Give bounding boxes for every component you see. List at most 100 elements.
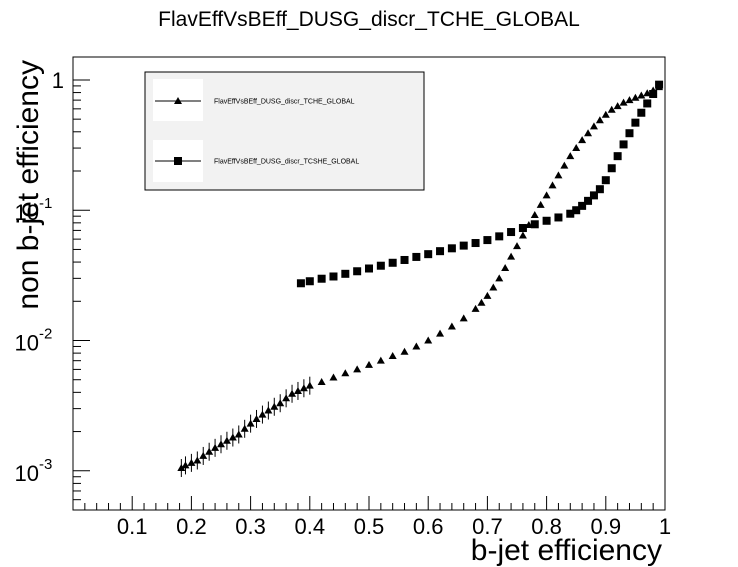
y-tick-label-exponent: -1 — [39, 195, 52, 212]
data-point-triangle — [353, 365, 362, 373]
y-tick-label-exponent: -2 — [39, 326, 52, 343]
x-tick-label: 0.8 — [531, 514, 562, 539]
data-point-triangle — [181, 461, 190, 469]
data-point-triangle — [613, 102, 622, 110]
data-point-triangle — [459, 314, 468, 322]
data-point-triangle — [513, 242, 521, 250]
data-point-triangle — [205, 447, 214, 455]
x-tick-label: 0.9 — [591, 514, 622, 539]
data-point-triangle — [270, 402, 279, 410]
data-point-square — [518, 224, 527, 233]
data-point-triangle — [530, 210, 539, 218]
data-point-square — [447, 244, 456, 253]
data-point-triangle — [536, 200, 545, 208]
data-point-triangle — [589, 122, 598, 130]
x-tick-label: 0.2 — [176, 514, 207, 539]
data-point-triangle — [584, 129, 593, 137]
data-point-triangle — [276, 399, 285, 407]
data-point-triangle — [282, 394, 291, 402]
data-point-triangle — [365, 360, 373, 368]
data-point-triangle — [471, 304, 480, 312]
data-point-square — [631, 118, 640, 127]
legend-triangle-marker — [174, 97, 182, 104]
data-point-triangle — [554, 171, 563, 179]
data-point-square — [495, 232, 504, 241]
data-series — [177, 80, 664, 478]
data-point-triangle — [293, 386, 302, 394]
data-point-square — [625, 129, 634, 138]
data-point-triangle — [199, 451, 208, 459]
data-point-square — [305, 277, 314, 286]
x-tick-label: 0.3 — [235, 514, 266, 539]
x-tick-label: 1 — [659, 514, 671, 539]
data-point-triangle — [258, 410, 267, 418]
data-point-square — [341, 269, 350, 278]
data-point-triangle — [317, 378, 326, 386]
data-point-triangle — [436, 329, 445, 337]
data-point-square — [643, 99, 652, 108]
data-point-square — [376, 261, 385, 270]
data-point-triangle — [228, 433, 237, 441]
data-point-triangle — [607, 105, 616, 113]
data-point-triangle — [566, 152, 575, 160]
data-point-triangle — [483, 291, 492, 299]
data-point-square — [400, 255, 409, 264]
data-point-triangle — [477, 298, 486, 306]
x-tick-label: 0.7 — [472, 514, 503, 539]
legend-label-2: FlavEffVsBEff_DUSG_discr_TCSHE_GLOBAL — [214, 159, 359, 166]
data-point-triangle — [507, 252, 516, 260]
x-tick-label: 0.1 — [117, 514, 148, 539]
chart-title: FlavEffVsBEff_DUSG_discr_TCHE_GLOBAL — [158, 8, 580, 31]
axis-ticks — [73, 79, 666, 511]
data-point-square — [483, 236, 492, 245]
data-point-triangle — [388, 352, 397, 360]
data-point-square — [637, 108, 646, 117]
data-point-square — [507, 228, 516, 237]
data-point-square — [412, 252, 421, 261]
data-point-square — [388, 258, 397, 267]
data-point-triangle — [252, 414, 261, 422]
data-point-square — [607, 164, 616, 173]
data-point-triangle — [329, 373, 338, 381]
data-point-triangle — [548, 181, 557, 189]
data-point-triangle — [489, 283, 498, 291]
data-point-triangle — [222, 436, 231, 444]
data-point-triangle — [376, 356, 385, 364]
data-point-square — [584, 196, 593, 205]
data-point-triangle — [518, 231, 527, 239]
data-point-square — [595, 185, 604, 194]
legend-square-marker — [174, 157, 182, 165]
data-point-triangle — [542, 191, 551, 199]
data-point-square — [459, 241, 468, 250]
data-point-square — [365, 264, 373, 273]
data-point-square — [554, 213, 563, 222]
y-tick-label-base: 10 — [15, 461, 39, 486]
tick-labels: 0.1 0.2 0.3 0.4 0.5 0.6 0.7 0.8 0.9 110-310-210-1… — [15, 68, 672, 539]
data-point-triangle — [211, 443, 220, 451]
data-point-square — [589, 191, 598, 200]
data-point-triangle — [447, 322, 456, 330]
y-tick-label: 1 — [52, 68, 64, 93]
data-point-triangle — [601, 110, 610, 118]
data-point-triangle — [501, 264, 510, 272]
data-point-triangle — [619, 98, 628, 106]
data-point-square — [471, 239, 480, 248]
data-point-triangle — [177, 464, 186, 472]
data-point-square — [578, 201, 587, 210]
series-2 — [296, 80, 664, 288]
data-point-square — [436, 247, 445, 256]
x-tick-label: 0.4 — [295, 514, 326, 539]
data-point-triangle — [495, 274, 504, 282]
data-point-triangle — [234, 430, 243, 438]
x-tick-label: 0.6 — [413, 514, 444, 539]
data-point-square — [572, 206, 581, 215]
y-tick-label-exponent: -3 — [39, 456, 52, 473]
data-point-square — [317, 274, 326, 283]
data-point-triangle — [299, 384, 308, 392]
x-axis-title: b-jet efficiency — [471, 534, 662, 567]
data-point-triangle — [264, 406, 273, 414]
data-point-triangle — [341, 369, 350, 377]
data-point-triangle — [578, 136, 587, 144]
data-point-triangle — [246, 419, 255, 427]
